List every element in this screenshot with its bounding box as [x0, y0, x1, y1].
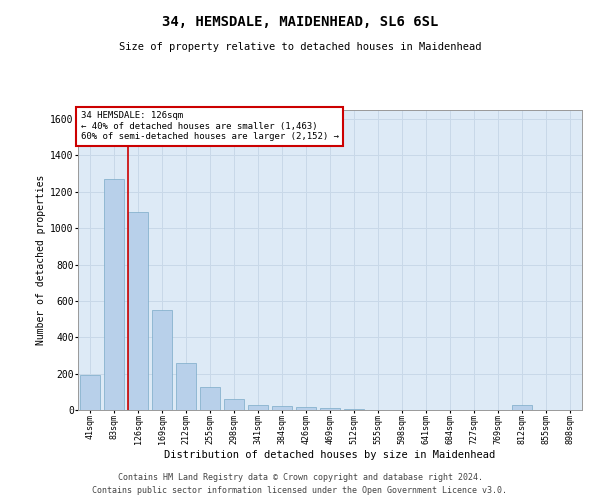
Text: Contains HM Land Registry data © Crown copyright and database right 2024.: Contains HM Land Registry data © Crown c… — [118, 472, 482, 482]
Bar — [512, 404, 532, 410]
Text: Contains public sector information licensed under the Open Government Licence v3: Contains public sector information licen… — [92, 486, 508, 495]
Bar — [200, 388, 220, 410]
Bar — [272, 406, 292, 410]
Bar — [344, 409, 364, 410]
Bar — [176, 362, 196, 410]
Text: 34, HEMSDALE, MAIDENHEAD, SL6 6SL: 34, HEMSDALE, MAIDENHEAD, SL6 6SL — [162, 15, 438, 29]
Bar — [320, 408, 340, 410]
Bar — [80, 376, 100, 410]
Text: Size of property relative to detached houses in Maidenhead: Size of property relative to detached ho… — [119, 42, 481, 52]
Bar — [104, 179, 124, 410]
Y-axis label: Number of detached properties: Number of detached properties — [36, 175, 46, 345]
Text: 34 HEMSDALE: 126sqm
← 40% of detached houses are smaller (1,463)
60% of semi-det: 34 HEMSDALE: 126sqm ← 40% of detached ho… — [80, 112, 338, 142]
Bar — [152, 310, 172, 410]
Bar — [128, 212, 148, 410]
X-axis label: Distribution of detached houses by size in Maidenhead: Distribution of detached houses by size … — [164, 450, 496, 460]
Bar — [248, 404, 268, 410]
Bar — [224, 399, 244, 410]
Bar — [296, 408, 316, 410]
